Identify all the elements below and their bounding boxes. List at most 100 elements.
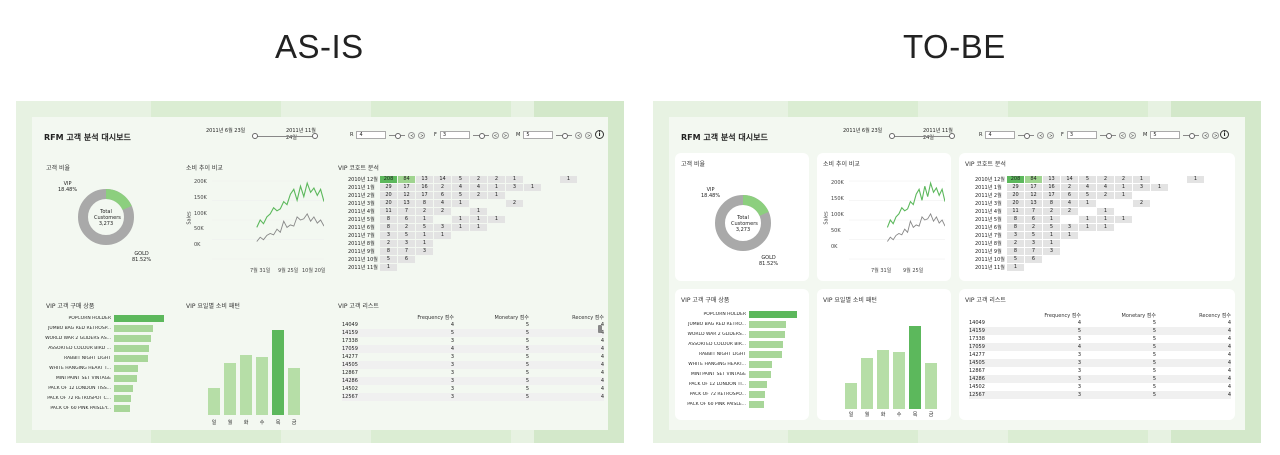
cohort-cell <box>506 240 523 247</box>
filter-r[interactable]: R 4 < > <box>979 131 1055 139</box>
cohort-row-label: 2010년 12월 <box>975 176 1005 183</box>
filter-m-input[interactable]: 5 <box>1150 131 1181 139</box>
table-row[interactable]: 17338 3 5 4 <box>342 337 604 345</box>
table-row[interactable]: 12567 3 5 4 <box>342 393 604 401</box>
card-ratio: 고객 비율 VIP 18.48% Total Customers 3,273 GOLD… <box>40 157 172 277</box>
filter-m[interactable]: M 5 < > <box>1143 131 1220 139</box>
cohort-cell <box>470 240 487 247</box>
table-row[interactable]: 12567 3 5 4 <box>969 391 1231 399</box>
date-start-handle[interactable] <box>889 133 895 139</box>
date-range-slider[interactable]: 2011년 6월 23일 2011년 11월 24일 <box>825 127 955 147</box>
table-cell: 4 <box>1227 328 1231 334</box>
table-row[interactable]: 14286 3 5 4 <box>342 377 604 385</box>
column-header[interactable]: Frequency 점수 <box>1044 312 1081 319</box>
cohort-cell <box>506 224 523 231</box>
filter-r-next[interactable]: > <box>1047 131 1055 139</box>
product-row: PACK OF 72 RETROSPOT C... <box>44 393 164 403</box>
cohort-cell <box>560 264 577 271</box>
filter-r[interactable]: R 4 < > <box>350 131 426 139</box>
date-range-slider[interactable]: 2011년 6월 23일 2011년 11월 24일 <box>188 127 318 147</box>
cohort-cell <box>1151 248 1168 255</box>
column-header[interactable]: Frequency 점수 <box>417 314 454 321</box>
product-row: RABBIT NIGHT LIGHT <box>44 353 164 363</box>
product-label: POPCORN HOLDER <box>68 315 111 321</box>
filter-r-prev[interactable]: < <box>408 131 416 139</box>
filter-r-next[interactable]: > <box>418 131 426 139</box>
product-label: ASSORTED COLOUR BIR... <box>688 341 746 347</box>
cohort-cell: 5 <box>452 191 469 199</box>
table-row[interactable]: 14049 4 5 4 <box>969 319 1231 327</box>
table-row[interactable]: 17338 3 5 4 <box>969 335 1231 343</box>
product-row: ASSORTED COLOUR BIR... <box>679 339 797 349</box>
table-row[interactable]: 12867 3 5 4 <box>969 367 1231 375</box>
filter-f-input[interactable]: 3 <box>439 131 470 139</box>
table-cell: 14049 <box>342 322 358 328</box>
info-icon[interactable]: i <box>1220 130 1229 139</box>
table-row[interactable]: 14502 3 5 4 <box>969 383 1231 391</box>
info-icon[interactable]: i <box>595 130 604 139</box>
trend-yaxis: 200K 150K 100K 50K 0K <box>831 180 844 250</box>
filter-r-prev[interactable]: < <box>1037 131 1045 139</box>
table-row[interactable]: 14502 3 5 4 <box>342 385 604 393</box>
table-row[interactable]: 12867 3 5 4 <box>342 369 604 377</box>
cohort-cell <box>470 200 487 207</box>
filter-f-prev[interactable]: < <box>491 131 499 139</box>
filter-f-prev[interactable]: < <box>1118 131 1126 139</box>
cohort-cell <box>452 256 469 263</box>
table-row[interactable]: 17059 4 5 4 <box>969 343 1231 351</box>
filter-m-next[interactable]: > <box>585 131 593 139</box>
cohort-cell <box>470 264 487 271</box>
filter-m[interactable]: M 5 < > <box>516 131 593 139</box>
filter-f-next[interactable]: > <box>1128 131 1136 139</box>
table-row[interactable]: 14505 3 5 4 <box>969 359 1231 367</box>
table-row[interactable]: 14159 5 5 4 <box>342 329 604 337</box>
cohort-cell <box>1151 224 1168 231</box>
table-cell: 14502 <box>969 384 985 390</box>
card-products-title: VIP 고객 구매 상품 <box>46 303 95 310</box>
cohort-cell: 1 <box>434 231 451 239</box>
table-row[interactable]: 14159 5 5 4 <box>969 327 1231 335</box>
filter-m-next[interactable]: > <box>1212 131 1220 139</box>
product-bars: POPCORN HOLDER JUMBO BAG RED RETROSP... WO… <box>44 313 164 413</box>
product-label: PACK OF 72 RETROSPOT C... <box>47 395 111 401</box>
scrollbar[interactable] <box>598 325 602 333</box>
column-header[interactable]: Recency 점수 <box>1199 312 1231 319</box>
filter-m-prev[interactable]: < <box>1202 131 1210 139</box>
date-end-handle[interactable] <box>949 133 955 139</box>
table-cell: 5 <box>1152 320 1156 326</box>
table-row[interactable]: 14049 4 5 4 <box>342 321 604 329</box>
table-row[interactable]: 14505 3 5 4 <box>342 361 604 369</box>
cohort-cell <box>452 264 469 271</box>
product-label: PACK OF 60 PINK PAISLE... <box>687 401 746 407</box>
filter-r-input[interactable]: 4 <box>985 131 1016 139</box>
table-cell: 5 <box>525 322 529 328</box>
filter-r-input[interactable]: 4 <box>356 131 387 139</box>
cohort-cell: 3 <box>1025 239 1042 247</box>
column-header[interactable]: Monetary 점수 <box>1121 312 1156 319</box>
table-row[interactable]: 14277 3 5 4 <box>969 351 1231 359</box>
cohort-cell: 12 <box>1025 191 1042 199</box>
cohort-cell: 1 <box>470 215 487 223</box>
filter-f[interactable]: F 3 < > <box>1061 131 1136 139</box>
column-header[interactable]: Recency 점수 <box>572 314 604 321</box>
table-cell: 12867 <box>969 368 985 374</box>
trend-xtick: 9월 25일 <box>278 268 299 274</box>
cohort-cell: 1 <box>1007 263 1024 271</box>
column-header[interactable]: Monetary 점수 <box>494 314 529 321</box>
table-row[interactable]: 14286 3 5 4 <box>969 375 1231 383</box>
date-end-handle[interactable] <box>312 133 318 139</box>
filter-m-input[interactable]: 5 <box>523 131 554 139</box>
date-start-handle[interactable] <box>252 133 258 139</box>
table-cell: 5 <box>525 338 529 344</box>
cohort-cell: 2 <box>1025 223 1042 231</box>
cohort-cell: 16 <box>1043 183 1060 191</box>
cohort-row: 2011년 10월 5 6 <box>348 255 578 263</box>
filter-m-prev[interactable]: < <box>575 131 583 139</box>
table-row[interactable]: 14277 3 5 4 <box>342 353 604 361</box>
filter-f-next[interactable]: > <box>501 131 509 139</box>
weekday-bars <box>208 313 300 415</box>
table-row[interactable]: 17059 4 5 4 <box>342 345 604 353</box>
filter-f-input[interactable]: 3 <box>1066 131 1097 139</box>
filter-f[interactable]: F 3 < > <box>434 131 509 139</box>
product-bar <box>749 400 765 408</box>
